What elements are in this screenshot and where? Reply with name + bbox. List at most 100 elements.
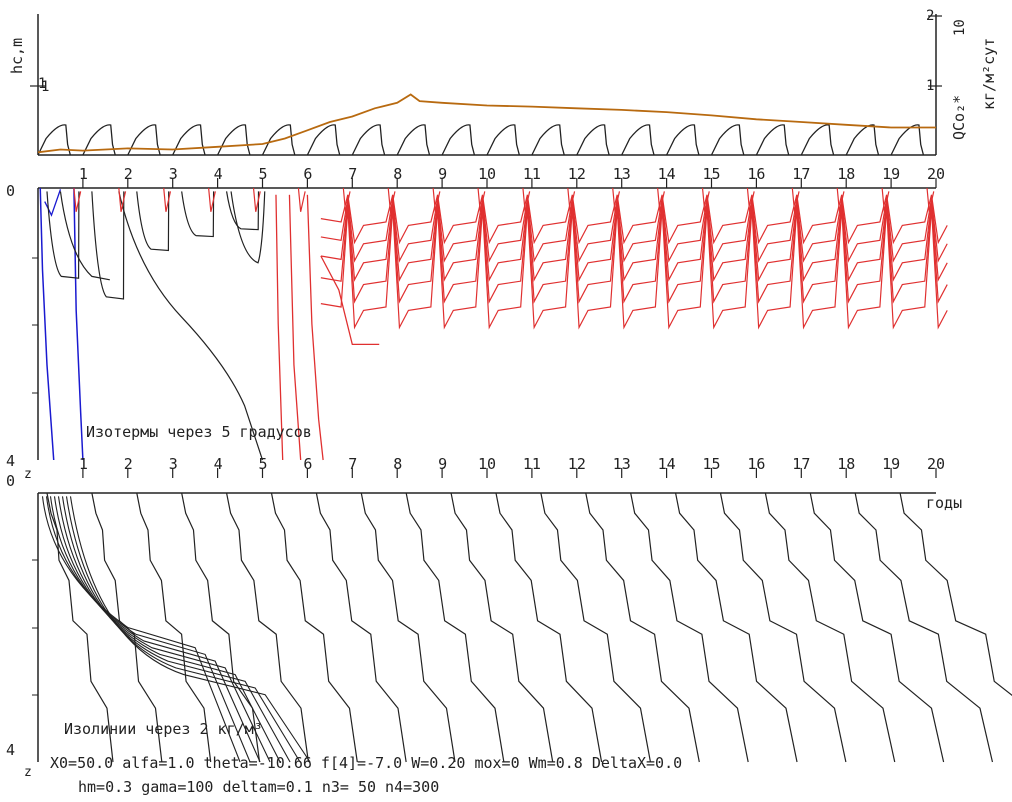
x-tick-label: 3 [169,165,178,183]
isotherm-warm [73,187,82,212]
isoline [45,496,251,763]
isotherm-warm [657,187,665,212]
middle-z-label: z [24,467,32,482]
isoline-title: Изолинии через 2 кг/м³ [64,720,263,738]
isotherm-warm [791,187,800,212]
x-tick-label: 1 [79,455,88,473]
isoline [585,492,700,763]
isotherm-warm [342,187,351,212]
snow-depth-cycle [306,124,341,156]
isotherm-warm [612,187,621,212]
bottom-panel: 1 2 3 4 5 6 7 8 9 10 11 12 13 14 15 16 17 18 19 20 z 0 годы… [6,455,1012,780]
isoline [41,496,241,763]
x-tick-label: 4 [214,165,223,183]
bottom-z-label: z [24,765,32,780]
snow-depth-cycle [845,124,880,156]
snow-depth-cycle [441,124,476,156]
isotherm-warm [881,187,890,212]
isotherm-warm [477,187,486,212]
isoline [719,492,847,763]
snow-depth-cycle [127,124,161,156]
isoline [65,496,301,763]
isoline [61,496,291,763]
isotherm-warm [320,201,948,282]
isotherm-warm [288,194,302,461]
x-tick-label: 10 [478,455,496,473]
isotherm-warm [522,187,531,212]
x-tick-label: 18 [837,455,855,473]
x-tick-label: 6 [303,165,312,183]
snow-depth-cycle [396,124,431,156]
isotherm-warm [320,198,948,263]
isoline [53,496,271,763]
x-tick-label: 20 [927,455,945,473]
isoline-curves [41,492,1012,763]
isotherm-lines [39,187,948,461]
isoline [46,492,114,763]
isoline [57,496,281,763]
snow-depth-cycle [37,124,71,156]
isotherm-black [118,191,264,461]
x-tick-label: 11 [523,455,541,473]
params-line-1: X0=50.0 alfa=1.0 theta=-10.66 f[4]=-7.0 … [50,754,682,772]
x-tick-label: 13 [613,165,631,183]
isoline [764,492,896,763]
params-line-2: hm=0.3 gama=100 deltam=0.1 n3= 50 n4=300 [78,778,439,796]
x-tick-label: 10 [478,165,496,183]
snow-depth-cycle [261,124,296,156]
isoline [809,492,945,763]
x-tick-label: 12 [568,455,586,473]
x-tick-label: 2 [124,455,133,473]
x-tick-label: 13 [613,455,631,473]
top-right-tick-label-2: 2 [926,8,934,24]
snow-depth-cycle [755,124,790,156]
isoline [495,492,603,763]
isoline [854,492,994,763]
x-tick-label: 15 [703,165,721,183]
bottom-x-axis-label: годы [926,494,962,512]
x-tick-label: 6 [303,455,312,473]
x-tick-label: 5 [259,165,268,183]
x-tick-label: 14 [658,455,676,473]
x-tick-label: 4 [214,455,223,473]
x-tick-label: 9 [438,455,447,473]
isoline [674,492,798,763]
isotherm-warm [836,187,845,212]
x-tick-label: 5 [259,455,268,473]
middle-y-top-label: 0 [6,182,15,200]
x-tick-label: 19 [882,165,900,183]
snow-depth-cycle [666,124,700,156]
bottom-y-top-label: 0 [6,472,15,490]
isotherm-warm [208,187,216,212]
isoline [270,492,358,763]
snow-depth-cycle [531,124,565,156]
x-tick-label: 7 [348,455,357,473]
isoline [899,492,1012,697]
x-tick-label: 19 [882,455,900,473]
x-tick-label: 14 [658,165,676,183]
isotherm-black [181,191,215,238]
isoline [450,492,554,763]
snow-depth-cycle [890,124,925,156]
isotherm-warm [163,187,172,212]
snow-depth-cycle [576,124,610,156]
isotherm-warm [306,194,324,461]
x-tick-label: 16 [747,165,765,183]
isotherm-warm [926,187,935,212]
x-tick-label: 2 [124,165,133,183]
middle-panel: 0 4 1 2 3 4 5 6 7 8 9 10 11 12 13 14 15 16 17 18 19 20 Изот… [6,165,948,470]
top-panel: hc,m 1 1 2 10 1 QCo₂* кг/м²сут [8,8,998,156]
snow-depth-cycle [800,124,835,156]
isoline [91,492,163,763]
isotherm-warm [701,187,710,212]
x-tick-label: 8 [393,165,402,183]
isoline [136,492,212,763]
isotherm-warm [320,204,948,304]
x-tick-label: 15 [703,455,721,473]
x-tick-label: 12 [568,165,586,183]
isoline [181,492,261,763]
isotherm-black [136,191,170,252]
isotherm-warm [320,194,948,245]
isoline [315,492,407,763]
